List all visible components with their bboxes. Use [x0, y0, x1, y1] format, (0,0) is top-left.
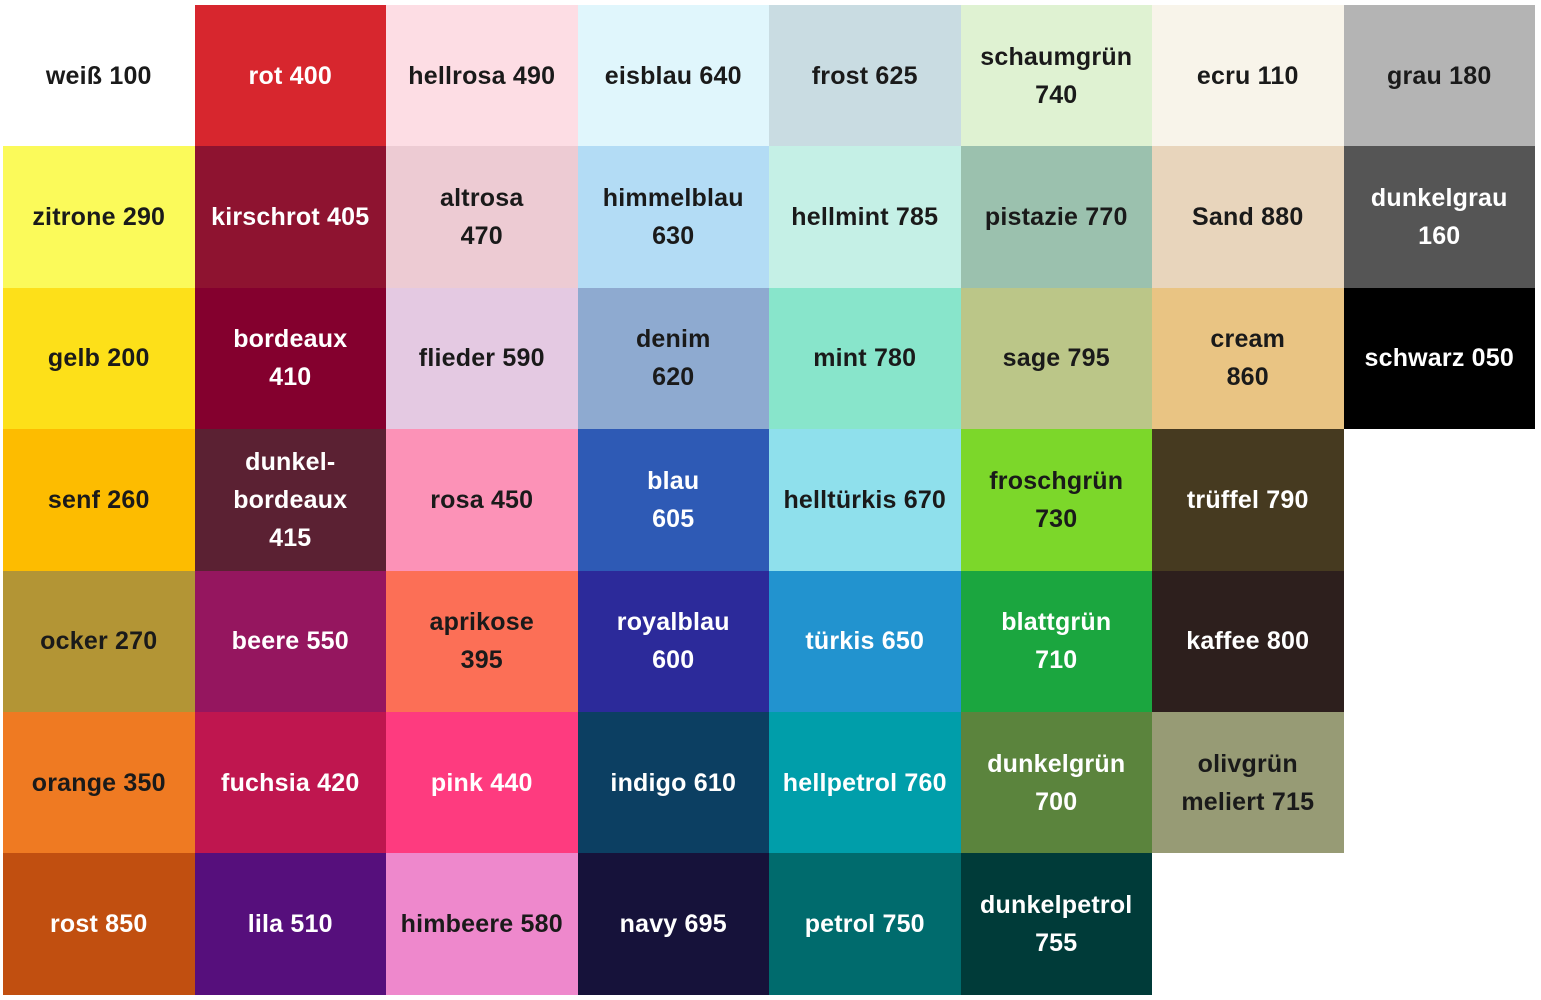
color-swatch: blattgrün 710 [960, 570, 1152, 712]
color-swatch: cream 860 [1152, 287, 1344, 430]
color-swatch: ecru 110 [1152, 5, 1344, 147]
color-swatch: grau 180 [1343, 5, 1535, 147]
color-swatch: schwarz 050 [1343, 287, 1535, 430]
color-swatch: hellrosa 490 [386, 5, 578, 147]
color-swatch: frost 625 [769, 5, 961, 147]
color-swatch: rost 850 [3, 853, 195, 995]
color-swatch: trüffel 790 [1152, 429, 1344, 571]
color-swatch: hellmint 785 [769, 146, 961, 288]
color-swatch: fuchsia 420 [194, 711, 386, 854]
color-swatch-grid: weiß 100 rot 400 hellrosa 490 eisblau 640 fr… [3, 5, 1535, 995]
color-swatch: blau 605 [577, 429, 769, 571]
color-swatch: himmelblau 630 [577, 146, 769, 288]
color-swatch: schaumgrün 740 [960, 5, 1152, 147]
color-swatch: pink 440 [386, 711, 578, 854]
color-swatch: mint 780 [769, 287, 961, 430]
color-swatch: Sand 880 [1152, 146, 1344, 288]
color-swatch: dunkelgrau 160 [1343, 146, 1535, 288]
color-swatch: gelb 200 [3, 287, 195, 430]
empty-cell [1344, 853, 1536, 994]
empty-cell [1344, 429, 1536, 570]
empty-cell [1344, 712, 1536, 853]
color-swatch: navy 695 [577, 853, 769, 995]
color-swatch: froschgrün 730 [960, 429, 1152, 571]
color-swatch: türkis 650 [769, 570, 961, 712]
color-swatch: dunkel- bordeaux 415 [194, 429, 386, 571]
color-swatch: kaffee 800 [1152, 570, 1344, 712]
color-swatch: rosa 450 [386, 429, 578, 571]
color-swatch: hellpetrol 760 [769, 711, 961, 854]
color-swatch: orange 350 [3, 711, 195, 854]
color-swatch: altrosa 470 [386, 146, 578, 288]
color-swatch: helltürkis 670 [769, 429, 961, 571]
color-swatch: pistazie 770 [960, 146, 1152, 288]
color-swatch: beere 550 [194, 570, 386, 712]
color-swatch: denim 620 [577, 287, 769, 430]
color-swatch: indigo 610 [577, 711, 769, 854]
color-swatch: olivgrün meliert 715 [1152, 711, 1344, 854]
color-swatch: aprikose 395 [386, 570, 578, 712]
empty-cell [1152, 853, 1344, 994]
color-swatch: himbeere 580 [386, 853, 578, 995]
color-swatch: royalblau 600 [577, 570, 769, 712]
empty-cell [1344, 571, 1536, 712]
color-swatch: weiß 100 [3, 5, 195, 147]
color-swatch: bordeaux 410 [194, 287, 386, 430]
color-swatch: rot 400 [194, 5, 386, 147]
color-swatch: kirschrot 405 [194, 146, 386, 288]
color-swatch: dunkelgrün 700 [960, 711, 1152, 854]
color-swatch: eisblau 640 [577, 5, 769, 147]
color-swatch: senf 260 [3, 429, 195, 571]
color-swatch: dunkelpetrol 755 [960, 853, 1152, 995]
color-swatch: lila 510 [194, 853, 386, 995]
color-swatch: flieder 590 [386, 287, 578, 430]
color-swatch: petrol 750 [769, 853, 961, 995]
color-swatch: sage 795 [960, 287, 1152, 430]
color-swatch: zitrone 290 [3, 146, 195, 288]
color-swatch: ocker 270 [3, 570, 195, 712]
